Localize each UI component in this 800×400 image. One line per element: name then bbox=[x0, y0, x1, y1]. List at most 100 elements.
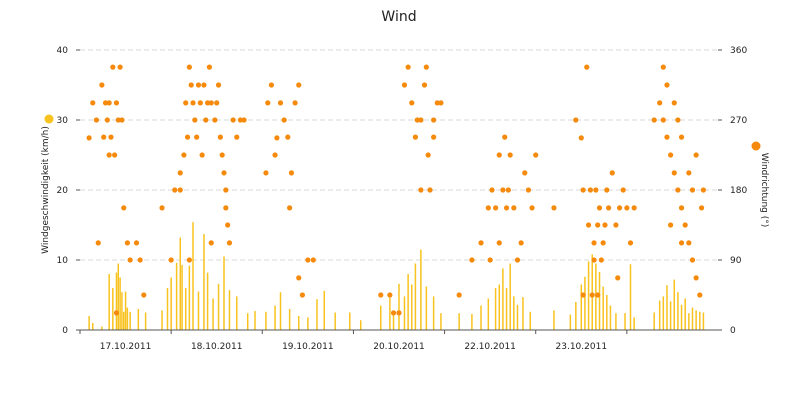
direction-point bbox=[502, 134, 508, 140]
direction-point bbox=[310, 257, 316, 263]
left-tick-label: 0 bbox=[62, 326, 68, 336]
speed-bar bbox=[502, 268, 504, 330]
direction-point bbox=[292, 100, 298, 106]
direction-point bbox=[596, 205, 603, 211]
direction-point bbox=[489, 187, 495, 193]
speed-bar bbox=[223, 256, 225, 330]
direction-point bbox=[188, 82, 194, 88]
speed-bar bbox=[684, 298, 686, 330]
direction-point bbox=[505, 187, 511, 193]
direction-point bbox=[456, 292, 462, 298]
speed-bar bbox=[615, 313, 617, 330]
axes: 0 0 10 90 20 180 30 270 40 360 17.10.2011 18.10.201… bbox=[57, 46, 748, 352]
speed-bar bbox=[480, 305, 482, 330]
speed-bar bbox=[673, 279, 676, 330]
direction-point bbox=[110, 64, 116, 70]
speed-bar bbox=[505, 288, 508, 330]
speed-bar bbox=[425, 286, 428, 330]
direction-point bbox=[263, 170, 269, 176]
speed-bar bbox=[112, 288, 114, 330]
direction-point bbox=[287, 205, 293, 211]
direction-point bbox=[533, 152, 539, 158]
speed-bar bbox=[108, 274, 110, 330]
direction-point bbox=[208, 100, 214, 106]
direction-point bbox=[525, 187, 532, 193]
direction-point bbox=[205, 100, 211, 106]
direction-point bbox=[591, 240, 597, 246]
speed-bar bbox=[101, 326, 103, 330]
speed-bar bbox=[702, 312, 705, 330]
direction-point bbox=[500, 187, 506, 193]
direction-point bbox=[214, 100, 220, 106]
speed-bar bbox=[203, 234, 205, 330]
speed-bar bbox=[633, 317, 635, 330]
direction-point bbox=[514, 257, 521, 263]
speed-bar bbox=[680, 304, 683, 330]
direction-point bbox=[272, 152, 278, 158]
speed-bar bbox=[575, 302, 577, 330]
speed-bar bbox=[297, 316, 300, 330]
speed-bar bbox=[137, 309, 140, 330]
direction-point bbox=[106, 152, 112, 158]
direction-point bbox=[418, 117, 424, 123]
direction-point bbox=[93, 117, 100, 123]
direction-point bbox=[277, 100, 284, 106]
left-axis-title: Windgeschwindigkeit (km/h) bbox=[41, 126, 51, 254]
speed-bar bbox=[629, 264, 632, 330]
speed-bar bbox=[265, 311, 267, 330]
direction-point bbox=[598, 257, 604, 263]
speed-bar bbox=[609, 305, 612, 330]
chart-title: Wind bbox=[381, 9, 416, 25]
direction-point bbox=[585, 222, 592, 228]
direction-point bbox=[230, 117, 236, 123]
direction-point bbox=[223, 205, 229, 211]
speed-bar bbox=[92, 323, 94, 330]
speed-bar bbox=[206, 272, 209, 330]
direction-point bbox=[194, 134, 200, 140]
speed-bar bbox=[117, 263, 120, 330]
x-tick-label: 17.10.2011 bbox=[100, 342, 152, 352]
direction-point bbox=[396, 310, 402, 316]
direction-point bbox=[580, 187, 586, 193]
left-axis-legend-dot bbox=[44, 114, 54, 124]
speed-bar bbox=[569, 314, 572, 330]
direction-point bbox=[285, 134, 291, 140]
direction-point bbox=[223, 187, 229, 193]
direction-point bbox=[141, 292, 147, 298]
speed-bar bbox=[192, 222, 194, 330]
speed-bar bbox=[179, 237, 182, 330]
speed-bar bbox=[487, 298, 490, 330]
speed-bar bbox=[228, 290, 231, 330]
direction-point bbox=[689, 257, 696, 263]
direction-point bbox=[418, 187, 424, 193]
direction-point bbox=[496, 152, 502, 158]
direction-point bbox=[595, 222, 601, 228]
direction-point bbox=[485, 205, 491, 211]
speed-bar bbox=[602, 286, 604, 330]
speed-bar bbox=[471, 313, 473, 330]
left-tick-label: 20 bbox=[57, 186, 69, 196]
direction-point bbox=[414, 117, 420, 123]
speed-bar bbox=[274, 305, 276, 330]
direction-point bbox=[390, 310, 397, 316]
direction-point bbox=[496, 240, 502, 246]
left-tick-label: 30 bbox=[57, 116, 69, 126]
direction-point bbox=[660, 117, 666, 123]
direction-point bbox=[573, 117, 579, 123]
direction-point bbox=[378, 292, 384, 298]
direction-point bbox=[102, 100, 109, 106]
speed-bar bbox=[334, 312, 336, 330]
direction-point bbox=[664, 82, 670, 88]
speed-bar bbox=[188, 265, 191, 330]
speed-bar bbox=[121, 292, 123, 330]
speed-bar bbox=[307, 317, 309, 330]
direction-point bbox=[127, 257, 133, 263]
speed-bar bbox=[124, 291, 127, 330]
direction-point bbox=[177, 170, 183, 176]
direction-point bbox=[192, 117, 198, 123]
direction-point bbox=[305, 257, 311, 263]
speed-bar bbox=[653, 312, 655, 330]
right-tick-label: 90 bbox=[730, 256, 742, 266]
direction-point bbox=[700, 187, 707, 193]
